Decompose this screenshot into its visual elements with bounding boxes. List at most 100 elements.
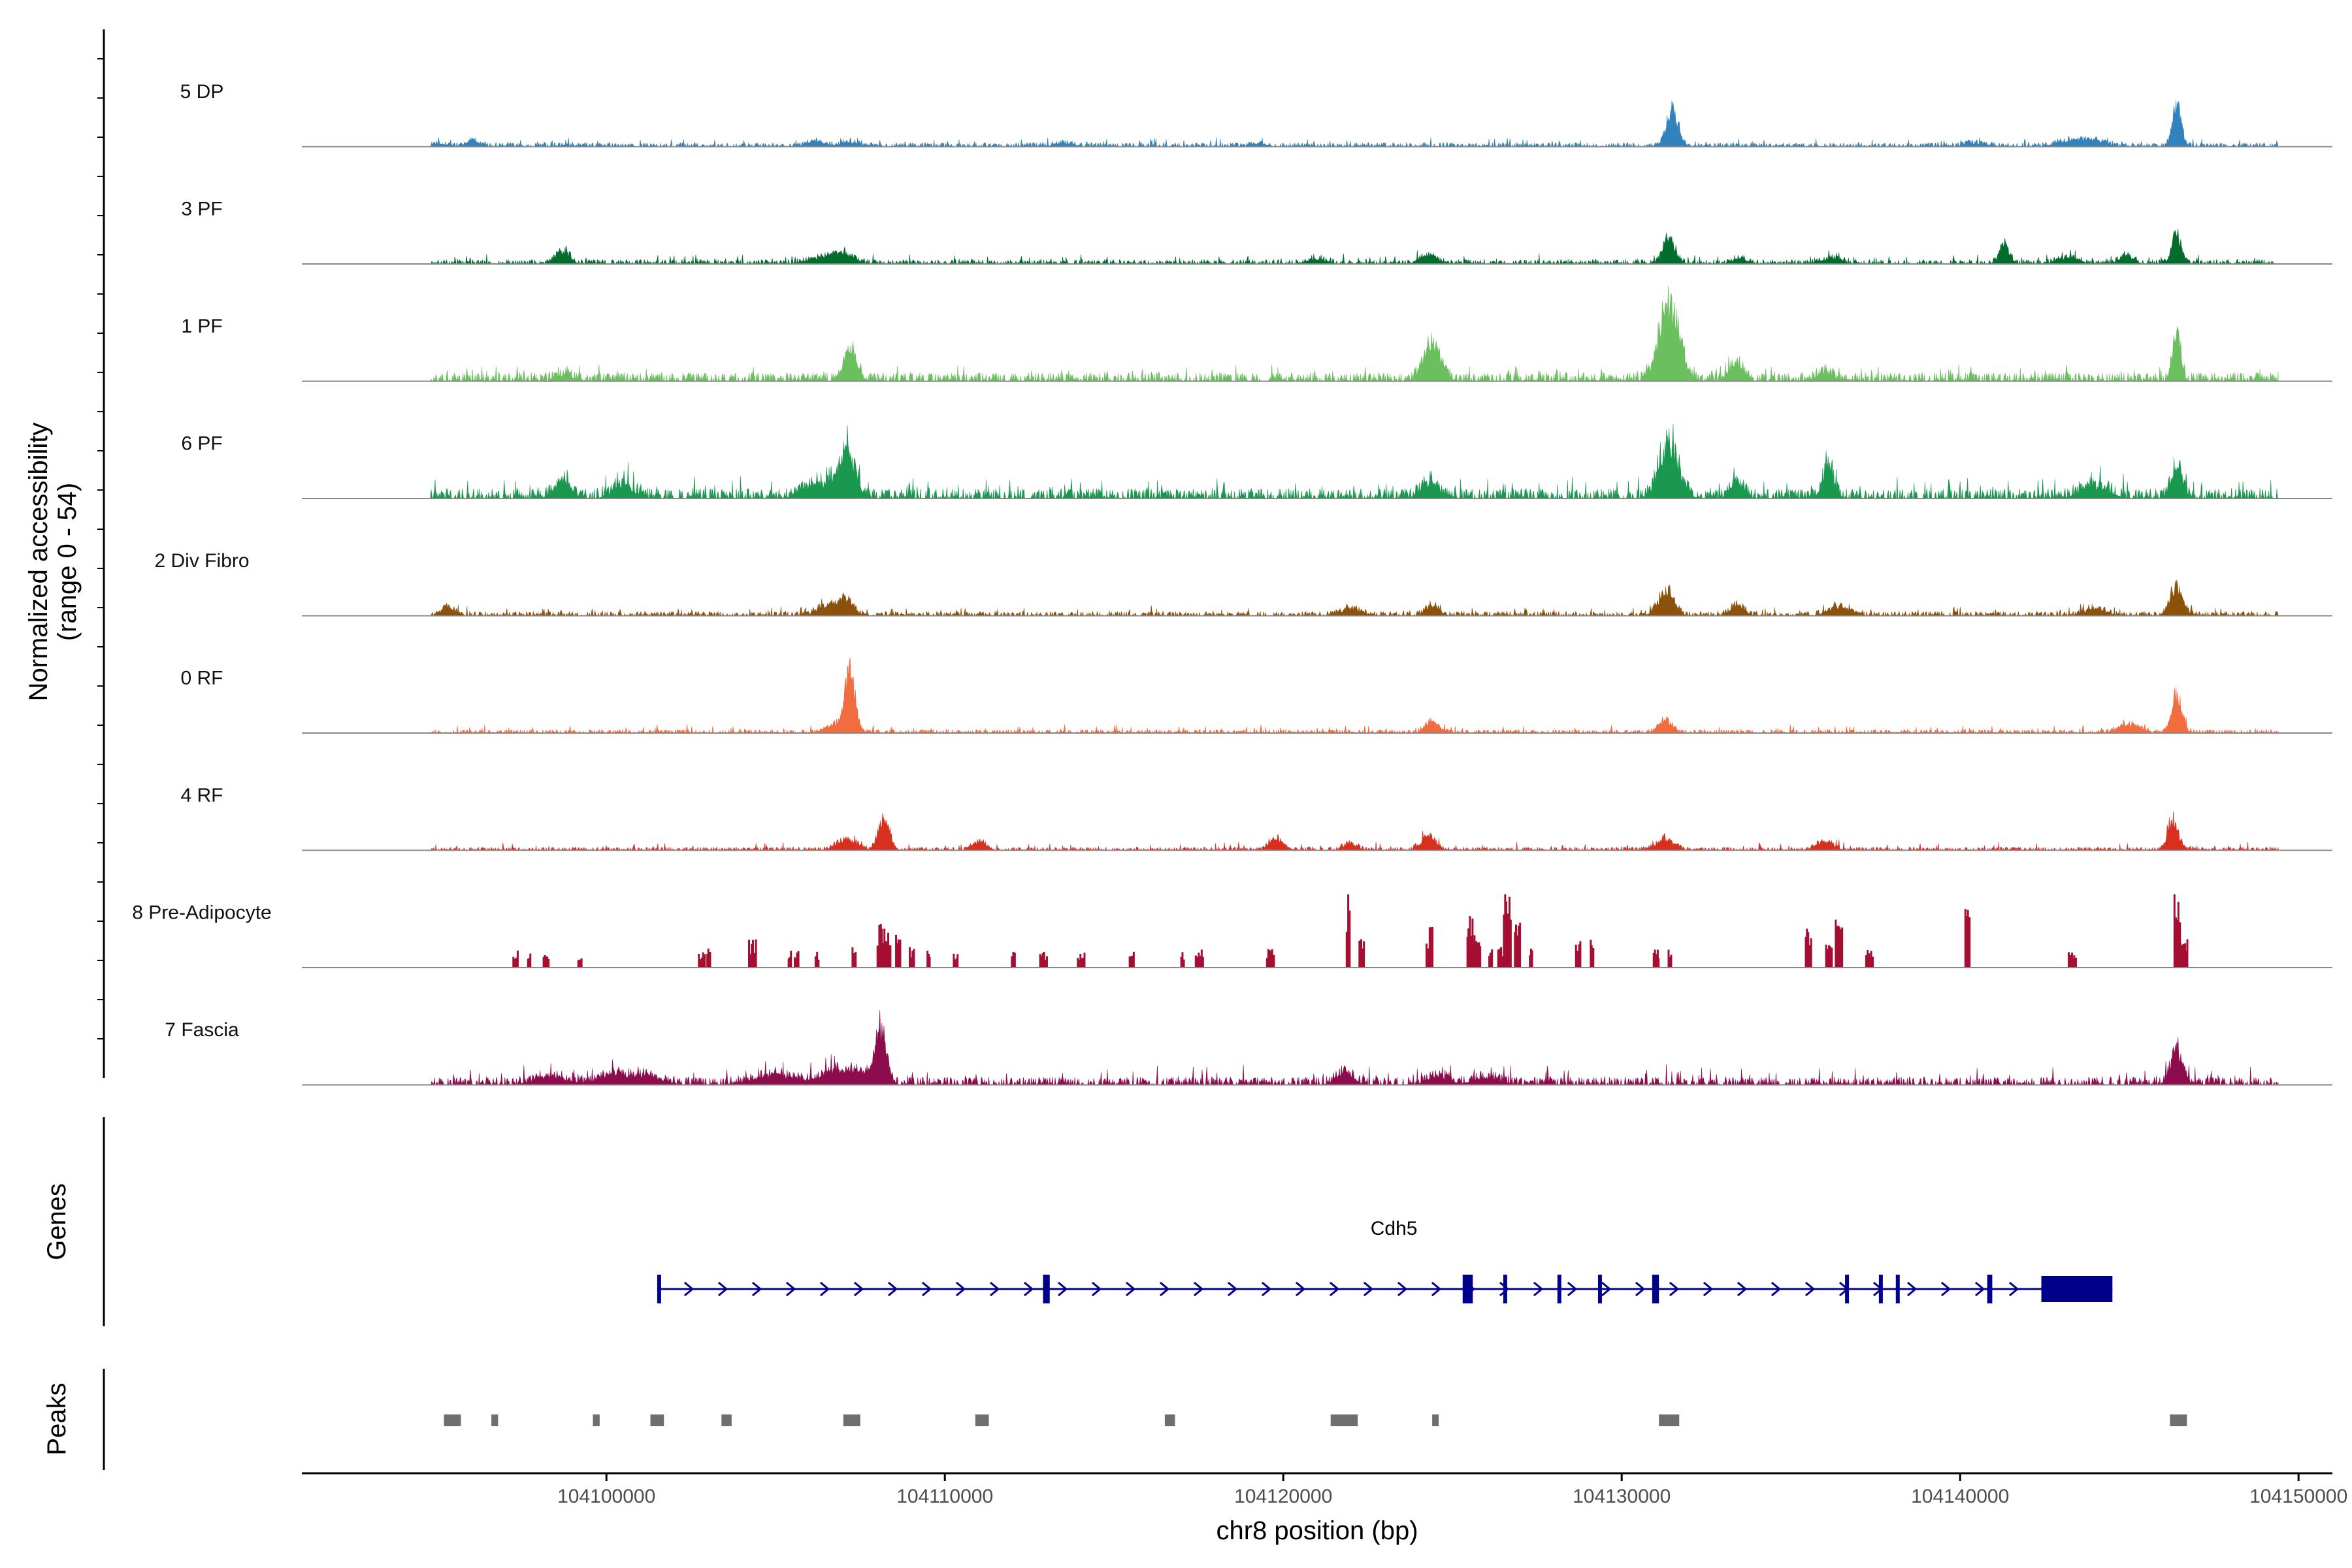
coverage-bar xyxy=(544,955,546,968)
coverage-area xyxy=(430,811,2279,851)
peak-region xyxy=(593,1414,600,1426)
track-2-div-fibro: 2 Div Fibro xyxy=(154,550,2332,617)
coverage-bar xyxy=(1429,927,1432,968)
track-label: 3 PF xyxy=(181,199,222,220)
coverage-bar xyxy=(1475,941,1478,968)
coverage-bar xyxy=(1083,953,1086,968)
coverage-bar xyxy=(853,953,855,968)
track-3-pf: 3 PF xyxy=(181,199,2332,265)
strand-arrow xyxy=(1974,1281,1985,1297)
strand-arrow xyxy=(1193,1281,1204,1297)
strand-arrow xyxy=(819,1281,830,1297)
coverage-bar xyxy=(1362,948,1364,968)
coverage-bar xyxy=(787,958,790,968)
track-label: 2 Div Fibro xyxy=(154,550,249,572)
track-4-rf: 4 RF xyxy=(180,785,2332,851)
coverage-bar xyxy=(884,941,887,968)
x-axis: 104100000 104110000 104120000 104130000 1041… xyxy=(557,1473,2347,1507)
coverage-bar xyxy=(1040,956,1043,968)
coverage-bar xyxy=(1431,926,1434,968)
coverage-bar xyxy=(1829,946,1831,968)
strand-arrow xyxy=(1159,1281,1170,1297)
coverage-bar xyxy=(794,957,796,968)
coverage-bar xyxy=(1967,909,1969,968)
gene-exon xyxy=(1462,1275,1473,1303)
coverage-bar xyxy=(953,959,956,968)
coverage-bar xyxy=(1132,951,1135,968)
coverage-bar xyxy=(1273,955,1275,968)
coverage-bar xyxy=(1805,936,1807,968)
coverage-bar xyxy=(913,949,915,968)
gene-exon xyxy=(1597,1275,1602,1303)
track-label: 4 RF xyxy=(180,785,223,806)
coverage-bar xyxy=(1592,947,1595,968)
coverage-bar xyxy=(1347,894,1350,968)
coverage-bar xyxy=(895,934,898,968)
gene-exon xyxy=(1043,1275,1050,1303)
strand-arrow xyxy=(853,1281,864,1297)
coverage-bar xyxy=(2067,952,2070,968)
coverage-bar xyxy=(1578,944,1580,968)
coverage-bar xyxy=(887,932,890,968)
coverage-bar xyxy=(546,956,549,968)
coverage-bar xyxy=(528,958,531,968)
strand-arrow xyxy=(1057,1281,1068,1297)
peak-region xyxy=(650,1414,664,1426)
coverage-area xyxy=(430,286,2279,382)
coverage-bar xyxy=(1835,926,1838,968)
gene-model: Cdh5 xyxy=(657,1218,2113,1303)
coverage-bar xyxy=(1968,917,1971,968)
coverage-bar xyxy=(1827,949,1829,968)
coverage-bar xyxy=(1840,929,1842,968)
strand-arrow xyxy=(2008,1281,2019,1297)
coverage-bar xyxy=(911,951,914,968)
coverage-bar xyxy=(888,945,890,968)
coverage-bar xyxy=(1466,936,1469,968)
gene-annotation-panel: Cdh5 xyxy=(657,1218,2113,1303)
coverage-bar xyxy=(1507,913,1509,968)
x-tick-label: 104120000 xyxy=(1234,1486,1332,1507)
coverage-bar xyxy=(1044,960,1047,968)
strand-arrow xyxy=(1499,1281,1510,1297)
coverage-bar xyxy=(2072,958,2074,968)
gene-exon xyxy=(1895,1275,1900,1303)
strand-arrow xyxy=(1601,1281,1612,1297)
coverage-bar xyxy=(928,956,931,968)
coverage-bar xyxy=(698,954,700,968)
strand-arrow xyxy=(1635,1281,1646,1297)
peak-region xyxy=(1659,1414,1680,1426)
peak-region xyxy=(2170,1414,2187,1426)
coverage-bar xyxy=(956,954,959,968)
coverage-bar xyxy=(1498,949,1501,968)
coverage-bar xyxy=(1360,939,1363,968)
coverage-bar xyxy=(1508,896,1511,968)
coverage-bar xyxy=(1469,916,1471,968)
coverage-bar xyxy=(1128,956,1131,968)
coverage-tracks: 5 DP 3 PF 1 PF 6 PF 2 Div Fibro 0 RF 4 RF 8 Pre… xyxy=(132,81,2332,1086)
coverage-bar xyxy=(1825,944,1827,968)
coverage-bar xyxy=(1841,927,1844,968)
strand-arrow xyxy=(1567,1281,1578,1297)
coverage-bar xyxy=(529,953,532,968)
peak-region xyxy=(1330,1414,1358,1426)
coverage-bar xyxy=(1039,954,1041,968)
coverage-bar xyxy=(2177,902,2180,968)
coverage-bar xyxy=(816,951,819,968)
coverage-bar xyxy=(1868,953,1870,968)
track-6-pf: 6 PF xyxy=(181,423,2332,500)
coverage-bar xyxy=(1831,947,1833,968)
coverage-bar xyxy=(1181,952,1184,968)
gene-exon xyxy=(1845,1275,1850,1303)
coverage-bar xyxy=(881,928,883,968)
y-axis-title-line2: (range 0 - 54) xyxy=(53,483,82,641)
gene-exon xyxy=(657,1275,661,1303)
coverage-bar xyxy=(1501,956,1504,968)
coverage-bar xyxy=(1837,925,1840,968)
strand-arrow xyxy=(683,1281,694,1297)
coverage-bar xyxy=(1964,909,1967,968)
x-axis-title: chr8 position (bp) xyxy=(1216,1516,1418,1545)
coverage-bar xyxy=(1266,958,1268,968)
coverage-bar xyxy=(2179,943,2181,968)
coverage-bar xyxy=(1514,932,1516,968)
coverage-bar xyxy=(789,957,791,968)
